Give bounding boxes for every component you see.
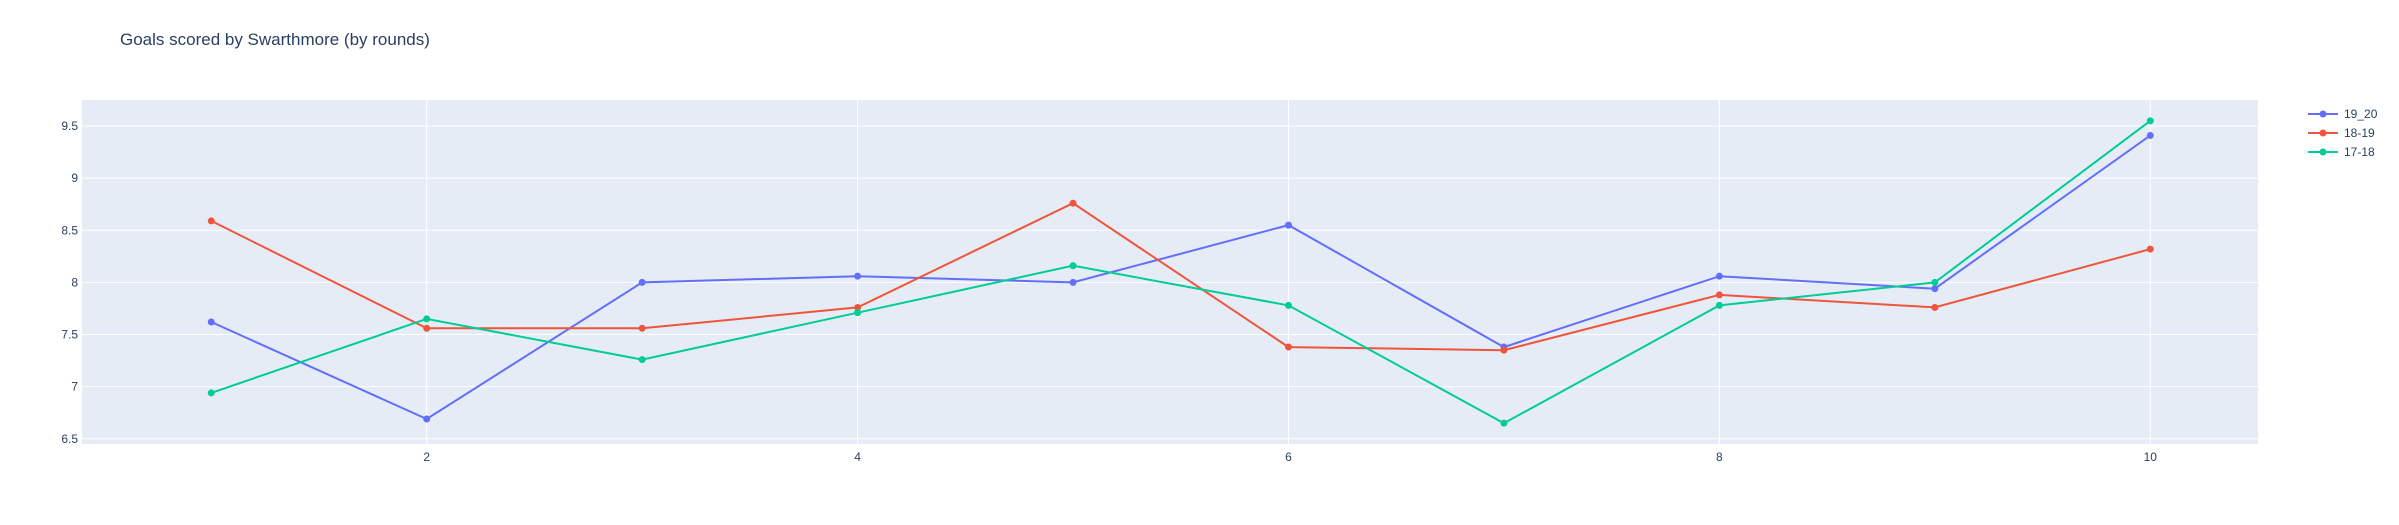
- series-line: [210, 202, 2151, 352]
- data-point: [1284, 221, 1292, 229]
- data-point: [207, 217, 215, 225]
- legend-label: 18-19: [2344, 126, 2375, 140]
- data-point: [423, 415, 431, 423]
- legend-swatch-marker: [2319, 129, 2327, 137]
- data-point: [2146, 117, 2154, 125]
- chart-title: Goals scored by Swarthmore (by rounds): [120, 30, 430, 49]
- data-point: [638, 278, 646, 286]
- data-point: [1500, 419, 1508, 427]
- data-point: [1284, 343, 1292, 351]
- data-point: [854, 303, 862, 311]
- data-point: [638, 356, 646, 364]
- legend-item-19_20[interactable]: 19_20: [2308, 107, 2378, 121]
- data-point: [638, 324, 646, 332]
- y-tick-label: 9: [71, 171, 78, 185]
- data-point: [1931, 285, 1939, 293]
- legend-swatch-marker: [2319, 110, 2327, 118]
- legend-item-17-18[interactable]: 17-18: [2308, 145, 2375, 159]
- series-17-18: [207, 117, 2154, 427]
- x-tick-label: 6: [1285, 450, 1292, 464]
- y-tick-label: 8: [71, 275, 78, 289]
- y-tick-label: 8.5: [61, 223, 78, 237]
- data-point: [423, 315, 431, 323]
- data-point: [1715, 291, 1723, 299]
- data-point: [1715, 272, 1723, 280]
- legend-label: 17-18: [2344, 145, 2375, 159]
- series-19_20: [207, 131, 2154, 423]
- legend-swatch-marker: [2319, 148, 2327, 156]
- data-point: [2146, 245, 2154, 253]
- data-point: [1715, 301, 1723, 309]
- series-18-19: [207, 199, 2154, 354]
- data-point: [207, 318, 215, 326]
- series-line: [210, 119, 2151, 425]
- y-tick-label: 9.5: [61, 119, 78, 133]
- data-point: [1069, 262, 1077, 270]
- data-point: [2146, 131, 2154, 139]
- plot-area: [82, 100, 2258, 444]
- x-tick-label: 4: [854, 450, 861, 464]
- legend-item-18-19[interactable]: 18-19: [2308, 126, 2375, 140]
- x-tick-label: 10: [2144, 450, 2158, 464]
- series-line: [210, 134, 2151, 421]
- data-point: [423, 324, 431, 332]
- data-point: [1500, 346, 1508, 354]
- data-point: [1069, 199, 1077, 207]
- y-tick-label: 7: [71, 380, 78, 394]
- x-tick-label: 2: [423, 450, 430, 464]
- data-point: [854, 309, 862, 317]
- data-point: [1931, 278, 1939, 286]
- legend-label: 19_20: [2344, 107, 2378, 121]
- data-point: [854, 272, 862, 280]
- data-point: [1284, 301, 1292, 309]
- y-tick-label: 7.5: [61, 328, 78, 342]
- data-point: [1069, 278, 1077, 286]
- data-point: [1931, 303, 1939, 311]
- x-tick-label: 8: [1716, 450, 1723, 464]
- data-point: [207, 389, 215, 397]
- y-tick-label: 6.5: [61, 432, 78, 446]
